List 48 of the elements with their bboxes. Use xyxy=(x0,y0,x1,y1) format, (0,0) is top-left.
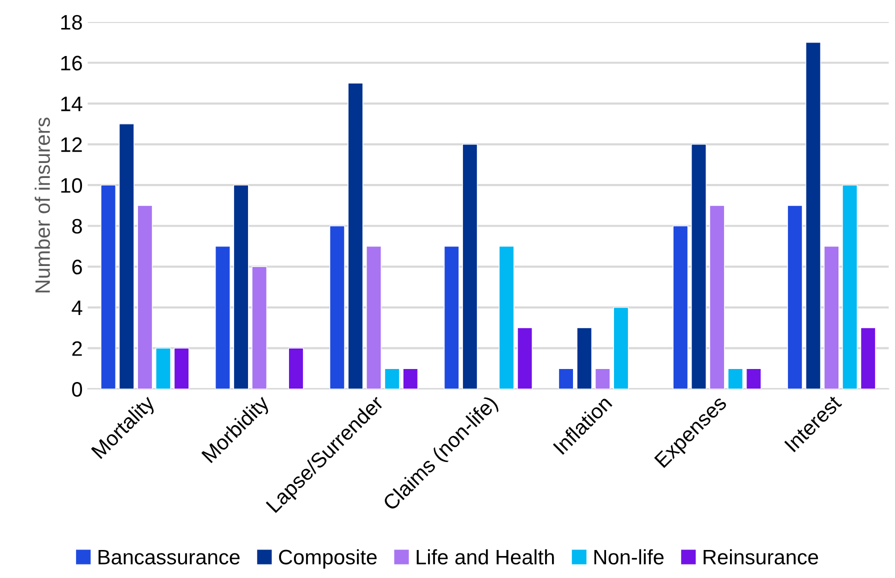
bar xyxy=(613,307,629,389)
y-tick-label: 0 xyxy=(72,382,82,397)
bar xyxy=(330,226,345,389)
bar xyxy=(348,82,364,389)
bar xyxy=(462,144,478,389)
bar xyxy=(137,205,153,389)
bar xyxy=(402,368,418,389)
bar xyxy=(576,327,592,389)
bar xyxy=(118,124,134,389)
bar xyxy=(806,42,821,389)
bar xyxy=(384,368,400,389)
bar xyxy=(252,266,268,389)
bar xyxy=(746,368,762,389)
bar xyxy=(594,368,610,389)
y-tick-label: 16 xyxy=(61,56,82,70)
bar xyxy=(444,246,460,389)
y-tick-label: 2 xyxy=(72,341,82,356)
bar xyxy=(691,144,706,389)
bar xyxy=(366,246,382,389)
bar xyxy=(709,205,725,389)
bar xyxy=(824,246,840,389)
bar xyxy=(558,368,574,389)
legend-label: Reinsurance xyxy=(704,549,818,565)
bar xyxy=(517,327,533,389)
legend-label: Composite xyxy=(279,549,377,569)
bar xyxy=(233,184,249,389)
y-tick-label: 14 xyxy=(61,96,82,112)
y-tick-label: 10 xyxy=(61,178,82,193)
y-tick-label: 6 xyxy=(72,260,82,274)
y-tick-label: 8 xyxy=(72,218,82,234)
bar xyxy=(174,348,190,389)
y-tick-label: 12 xyxy=(61,137,82,152)
y-tick-label: 18 xyxy=(61,14,82,30)
bar xyxy=(787,205,803,389)
bar xyxy=(860,327,876,389)
bar xyxy=(215,246,230,389)
bar xyxy=(728,368,744,389)
bar xyxy=(842,184,858,389)
bar xyxy=(100,184,116,389)
bar xyxy=(672,226,688,389)
legend-label: Non-life xyxy=(594,549,664,565)
legend-label: Life and Health xyxy=(416,549,554,565)
legend-label: Bancassurance xyxy=(98,550,240,565)
bar xyxy=(498,246,514,389)
y-tick-label: 4 xyxy=(72,300,82,315)
bar xyxy=(288,348,304,389)
y-axis-title: Number of insurers xyxy=(34,118,50,292)
bar xyxy=(156,348,171,389)
